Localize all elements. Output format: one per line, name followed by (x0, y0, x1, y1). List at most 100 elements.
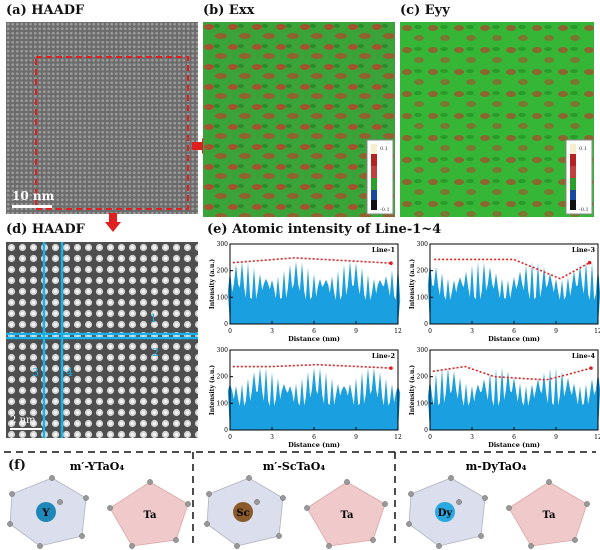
oxygen-atom (204, 521, 210, 527)
oxygen-atom (185, 501, 191, 507)
oxygen-atom (448, 475, 454, 481)
x-tick-label: 9 (354, 434, 358, 441)
y-tick-label: 0 (224, 321, 228, 328)
cation-atom (233, 502, 253, 522)
structure-title: m-DyTaO₄ (466, 460, 527, 473)
colorbar-b-bottom: -0.1 (380, 207, 390, 213)
x-tick-label: 6 (312, 434, 316, 441)
oxygen-atom (528, 543, 534, 549)
oxygen-atom (280, 495, 286, 501)
y-tick-label: 0 (424, 427, 428, 434)
scalebar-a-label: 10 nm (12, 189, 55, 203)
x-tick-label: 6 (512, 328, 516, 335)
strain-map-eyy: 0.1 -0.1 (400, 22, 594, 217)
x-tick-label: 9 (554, 434, 558, 441)
oxygen-atom (326, 543, 332, 549)
oxygen-atom (147, 479, 153, 485)
x-tick-label: 6 (312, 328, 316, 335)
structure-1: m′-YTaO₄ Y Ta (7, 460, 191, 549)
y-tick-label: 0 (224, 427, 228, 434)
cation-label: Dy (438, 508, 454, 519)
x-tick-label: 9 (354, 328, 358, 335)
scalebar-d (10, 428, 42, 430)
strain-map-exx: 0.1 -0.1 (203, 22, 395, 217)
line-label-4: 4 (66, 366, 73, 379)
cation-label: Y (41, 508, 50, 519)
cation-atom (435, 502, 455, 522)
oxygen-atom (408, 491, 414, 497)
y-axis-label: Intensity (a.u.) (409, 365, 416, 415)
x-tick-label: 12 (394, 434, 402, 441)
oxygen-atom (304, 505, 310, 511)
y-axis-label: Intensity (a.u.) (409, 259, 416, 309)
chart-1: 0 3 6 9 12 0 100 200 300 Distance (nm) Intensity (… (209, 241, 402, 343)
x-tick-label: 9 (554, 328, 558, 335)
colorbar-c-bottom: -0.1 (579, 207, 589, 213)
panel-b-label: (b) Exx (203, 3, 255, 18)
oxygen-atom (584, 501, 590, 507)
x-axis-label: Distance (nm) (488, 335, 540, 343)
structure-3: m-DyTaO₄ Dy Ta (406, 460, 590, 549)
oxygen-atom (9, 491, 15, 497)
line-label-1: 1 (150, 312, 157, 325)
ta-label: Ta (543, 510, 556, 521)
y-tick-label: 100 (217, 294, 229, 301)
y-tick-label: 200 (217, 268, 229, 275)
y-tick-label: 300 (217, 241, 229, 248)
x-axis-label: Distance (nm) (288, 335, 340, 343)
y-tick-label: 100 (417, 400, 429, 407)
oxygen-atom (7, 521, 13, 527)
oxygen-atom (276, 533, 282, 539)
trend-arrow (232, 257, 392, 264)
scalebar-a (12, 205, 52, 208)
oxygen-atom (382, 501, 388, 507)
y-tick-label: 300 (417, 241, 429, 248)
profile-area (227, 261, 401, 324)
structure-polyhedra: m′-YTaO₄ Y Ta m′-ScTaO₄ Sc Ta m-DyTaO₄ Dy Ta (7, 460, 590, 549)
y-tick-label: 100 (217, 400, 229, 407)
oxygen-atom (406, 521, 412, 527)
oxygen-atom (370, 537, 376, 543)
y-tick-label: 300 (217, 347, 229, 354)
x-tick-label: 12 (594, 328, 600, 335)
colorbar-c-top: 0.1 (579, 146, 587, 152)
x-tick-label: 3 (470, 328, 474, 335)
ta-polyhedron (109, 481, 189, 547)
x-axis-label: Distance (nm) (488, 441, 540, 449)
structure-title: m′-ScTaO₄ (263, 460, 326, 473)
colorbar-b-top: 0.1 (380, 146, 388, 152)
panel-f-label: (f) (8, 458, 26, 473)
x-axis-label: Distance (nm) (288, 441, 340, 449)
oxygen-atom (546, 479, 552, 485)
oxygen-atom (49, 475, 55, 481)
oxygen-atom (57, 499, 63, 505)
panel-e-label: (e) Atomic intensity of Line-1~4 (207, 222, 442, 237)
oxygen-atom (234, 543, 240, 549)
x-tick-label: 0 (228, 434, 232, 441)
colorbar-b (366, 139, 394, 215)
y-tick-label: 200 (417, 268, 429, 275)
oxygen-atom (37, 543, 43, 549)
x-tick-label: 6 (512, 434, 516, 441)
chart-2: 0 3 6 9 12 0 100 200 300 Distance (nm) Intensity (… (409, 241, 600, 343)
y-axis-label: Intensity (a.u.) (209, 365, 216, 415)
trend-arrow-head (587, 260, 592, 265)
haadf-image-d: 1 2 3 4 2 nm (6, 242, 198, 438)
x-tick-label: 3 (270, 328, 274, 335)
ta-label: Ta (144, 510, 157, 521)
ta-label: Ta (341, 510, 354, 521)
y-tick-label: 200 (417, 374, 429, 381)
oxygen-atom (506, 505, 512, 511)
y-tick-label: 100 (417, 294, 429, 301)
scalebar-d-label: 2 nm (10, 415, 36, 426)
x-tick-label: 12 (394, 328, 402, 335)
trend-arrow (432, 365, 592, 381)
trend-arrow (434, 258, 590, 280)
arrow-down (105, 213, 121, 232)
chart-title: Line-1 (372, 246, 395, 254)
oxygen-atom (206, 491, 212, 497)
oxygen-atom (83, 495, 89, 501)
section-divider (4, 451, 596, 546)
y-axis-label: Intensity (a.u.) (209, 259, 216, 309)
